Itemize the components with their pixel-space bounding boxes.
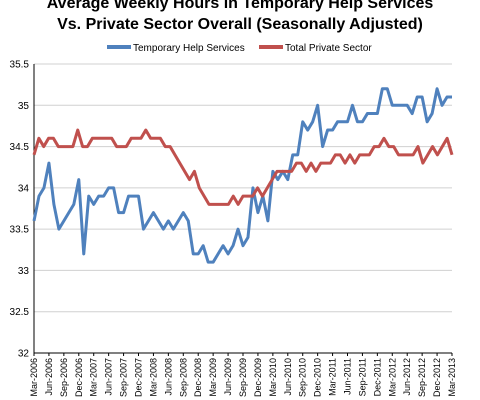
gridlines (34, 63, 452, 313)
x-tick-label: Jun-2006 (44, 358, 54, 396)
y-tick-label: 35.5 (10, 60, 30, 71)
x-tick-label: Mar-2012 (387, 358, 397, 397)
series-line-total-private (32, 128, 454, 206)
series-lines (32, 87, 454, 264)
x-tick-label: Sep-2009 (238, 358, 248, 397)
series-line-temporary-help (32, 87, 452, 264)
x-tick-label: Mar-2011 (328, 358, 338, 396)
chart-title-line-1: Average Weekly Hours in Temporary Help S… (47, 0, 434, 12)
chart-title-line-2: Vs. Private Sector Overall (Seasonally A… (57, 16, 423, 33)
x-tick-label: Dec-2011 (372, 358, 382, 396)
x-tick-label: Dec-2012 (432, 358, 442, 397)
y-tick-label: 35 (18, 101, 30, 112)
x-tick-label: Sep-2008 (178, 358, 188, 397)
x-axis-ticks: Mar-2006 Jun-2006 Sep-2006 Dec-2006 Mar-2007… (29, 353, 457, 397)
y-tick-label: 33.5 (10, 225, 30, 236)
x-tick-label: Mar-2009 (208, 358, 218, 397)
legend: Temporary Help Services Total Private Se… (107, 43, 372, 54)
x-tick-label: Sep-2011 (357, 358, 367, 396)
legend-label-temporary-help: Temporary Help Services (133, 43, 245, 54)
x-tick-label: Mar-2013 (447, 358, 457, 397)
x-tick-label: Dec-2010 (313, 358, 323, 397)
x-tick-label: Jun-2008 (163, 358, 173, 396)
y-tick-label: 32.5 (10, 307, 30, 318)
x-tick-label: Dec-2007 (134, 358, 144, 397)
x-tick-label: Sep-2012 (417, 358, 427, 397)
y-axis-ticks: 32 32.5 33 33.5 34 34.5 35 35.5 (10, 60, 30, 360)
x-tick-label: Dec-2006 (74, 358, 84, 397)
x-tick-label: Dec-2008 (193, 358, 203, 397)
x-tick-label: Mar-2010 (268, 358, 278, 397)
x-tick-label: Jun-2007 (104, 358, 114, 396)
x-tick-label: Mar-2007 (89, 358, 99, 397)
y-tick-label: 34 (18, 183, 30, 194)
x-tick-label: Sep-2007 (119, 358, 129, 397)
y-tick-label: 34.5 (10, 142, 30, 153)
x-tick-label: Dec-2009 (253, 358, 263, 397)
x-tick-label: Sep-2010 (298, 358, 308, 397)
x-tick-label: Sep-2006 (59, 358, 69, 397)
x-tick-label: Mar-2006 (29, 358, 39, 397)
y-tick-label: 32 (18, 349, 30, 360)
x-tick-label: Jun-2009 (223, 358, 233, 396)
x-tick-label: Jun-2012 (402, 358, 412, 396)
x-tick-label: Jun-2010 (283, 358, 293, 396)
x-tick-label: Jun-2011 (343, 358, 353, 395)
x-tick-label: Mar-2008 (148, 358, 158, 397)
legend-label-total-private: Total Private Sector (285, 43, 372, 54)
y-tick-label: 33 (18, 266, 30, 277)
